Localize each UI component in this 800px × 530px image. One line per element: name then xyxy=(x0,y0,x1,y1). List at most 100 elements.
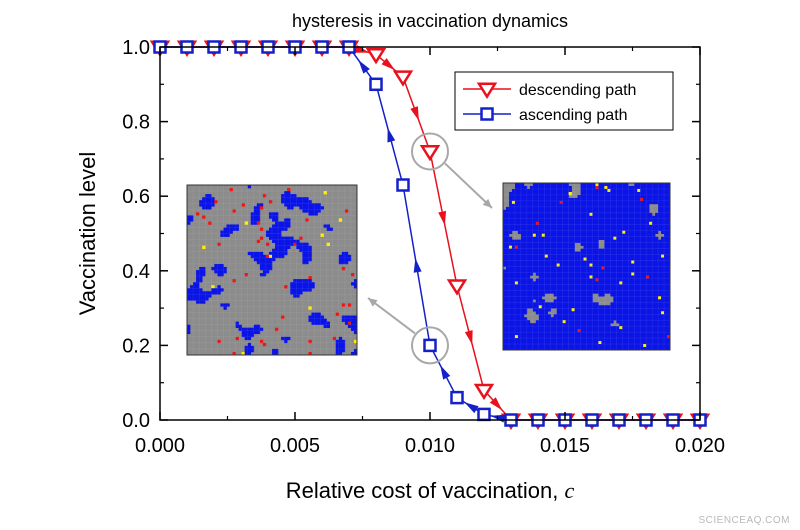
lattice-cell xyxy=(583,308,587,312)
lattice-cell xyxy=(556,293,560,297)
lattice-cell xyxy=(607,305,611,309)
lattice-cell xyxy=(598,311,602,315)
lattice-cell xyxy=(616,326,620,330)
lattice-cell xyxy=(625,266,629,270)
lattice-cell xyxy=(583,200,587,205)
lattice-cell xyxy=(583,275,587,279)
lattice-cell xyxy=(244,345,249,350)
lattice-cell xyxy=(526,278,531,282)
lattice-cell xyxy=(517,296,522,300)
lattice-cell xyxy=(637,254,641,258)
lattice-cell xyxy=(649,287,653,291)
lattice-cell xyxy=(625,260,629,264)
lattice-cell xyxy=(547,206,552,211)
lattice-cell xyxy=(187,288,191,292)
lattice-cell xyxy=(592,338,596,342)
lattice-cell xyxy=(347,303,352,307)
lattice-cell xyxy=(637,239,641,243)
lattice-cell xyxy=(583,194,587,199)
lattice-cell xyxy=(574,281,578,285)
lattice-cell xyxy=(655,293,659,297)
lattice-cell xyxy=(652,317,656,321)
lattice-cell xyxy=(523,191,528,196)
lattice-cell xyxy=(568,206,572,211)
lattice-cell xyxy=(553,293,557,297)
lattice-cell xyxy=(631,338,635,342)
lattice-cell xyxy=(305,257,309,262)
lattice-cell xyxy=(601,251,605,255)
lattice-cell xyxy=(503,239,507,243)
lattice-cell xyxy=(562,260,566,264)
lattice-cell xyxy=(649,347,653,351)
lattice-cell xyxy=(658,269,662,273)
lattice-cell xyxy=(556,278,560,282)
lattice-cell xyxy=(571,302,575,306)
lattice-cell xyxy=(503,290,507,294)
lattice-cell xyxy=(503,233,507,237)
lattice-cell xyxy=(634,248,638,252)
lattice-cell xyxy=(577,260,581,264)
lattice-cell xyxy=(607,332,611,336)
lattice-cell xyxy=(586,260,590,264)
lattice-cell xyxy=(610,185,614,190)
lattice-cell xyxy=(538,332,543,336)
lattice-cell xyxy=(526,236,531,240)
lattice-cell xyxy=(613,251,617,255)
lattice-cell xyxy=(520,191,525,196)
lattice-cell xyxy=(658,212,662,217)
lattice-cell xyxy=(658,248,662,252)
lattice-cell xyxy=(293,197,297,201)
lattice-cell xyxy=(628,281,632,285)
lattice-cell xyxy=(604,347,608,351)
lattice-cell xyxy=(649,290,653,294)
lattice-cell xyxy=(637,281,641,285)
lattice-cell xyxy=(652,290,656,294)
lattice-cell xyxy=(604,269,608,273)
lattice-cell xyxy=(302,251,306,256)
lattice-cell xyxy=(664,200,668,205)
lattice-cell xyxy=(529,293,534,297)
lattice-cell xyxy=(517,188,522,193)
lattice-cell xyxy=(529,287,534,291)
lattice-cell xyxy=(550,347,554,351)
lattice-cell xyxy=(583,239,587,243)
lattice-cell xyxy=(565,347,569,351)
lattice-cell xyxy=(574,218,578,223)
lattice-cell xyxy=(664,347,668,351)
lattice-cell xyxy=(544,233,549,237)
lattice-cell xyxy=(649,188,653,193)
lattice-cell xyxy=(652,197,656,202)
lattice-cell xyxy=(616,269,620,273)
lattice-cell xyxy=(550,272,554,276)
lattice-cell xyxy=(658,263,662,267)
lattice-cell xyxy=(562,308,566,312)
lattice-cell xyxy=(250,251,255,256)
lattice-cell xyxy=(574,263,578,267)
lattice-cell xyxy=(556,227,560,232)
lattice-cell xyxy=(646,183,650,187)
lattice-cell xyxy=(559,242,563,246)
lattice-cell xyxy=(508,344,513,348)
lattice-cell xyxy=(526,302,531,306)
lattice-cell xyxy=(619,248,623,252)
lattice-cell xyxy=(661,290,665,294)
lattice-cell xyxy=(256,239,261,243)
lattice-cell xyxy=(568,200,572,205)
lattice-cell xyxy=(643,320,647,324)
lattice-cell xyxy=(256,324,261,328)
lattice-cell xyxy=(580,239,584,243)
lattice-cell xyxy=(550,224,554,229)
lattice-cell xyxy=(580,254,584,258)
lattice-cell xyxy=(613,341,617,345)
lattice-cell xyxy=(658,242,662,246)
lattice-cell xyxy=(583,290,587,294)
lattice-cell xyxy=(580,212,584,217)
lattice-cell xyxy=(335,351,340,356)
lattice-cell xyxy=(553,206,557,211)
lattice-cell xyxy=(607,194,611,199)
lattice-cell xyxy=(565,233,569,237)
lattice-cell xyxy=(637,344,641,348)
lattice-cell xyxy=(658,254,662,258)
lattice-cell xyxy=(290,203,294,207)
lattice-cell xyxy=(523,203,528,208)
